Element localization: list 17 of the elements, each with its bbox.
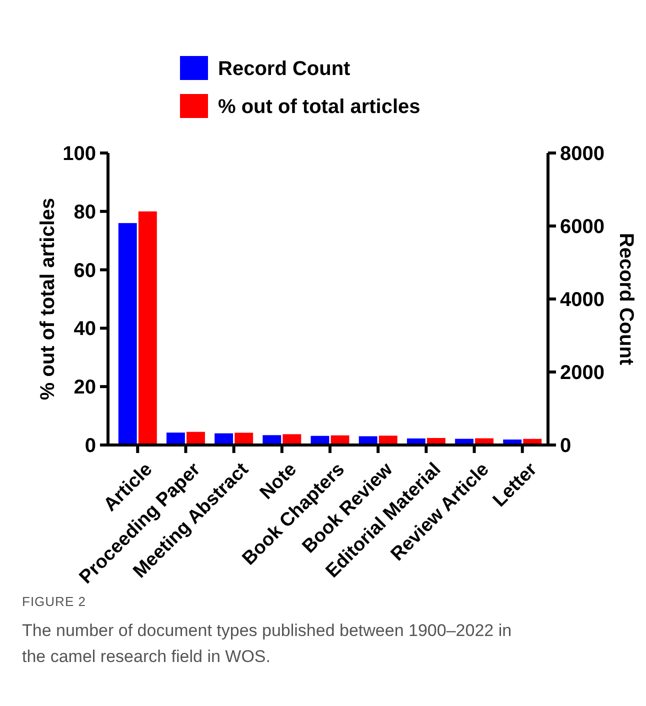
y-tick-label: 80 [74, 201, 96, 224]
y-tick-label: 20 [74, 376, 96, 399]
legend-label: % out of total articles [218, 96, 420, 118]
y-tick-label: 40 [74, 318, 96, 340]
y-axis-title: % out of total articles [37, 198, 59, 400]
y2-tick-label: 0 [560, 435, 572, 457]
caption: FIGURE 2 [22, 594, 86, 609]
y2-tick-label: 8000 [560, 143, 604, 165]
legend-label: Record Count [218, 58, 351, 80]
y-tick-label: 60 [74, 260, 96, 282]
y2-axis-title: Record Count [615, 232, 637, 366]
y2-tick-label: 6000 [560, 216, 604, 238]
text: The number of document types published between 1900–2022 in the camel research field in WOS. [22, 621, 512, 666]
y2-tick-label: 4000 [560, 289, 604, 311]
y-tick-label: 100 [62, 143, 96, 165]
y2-tick-label: 2000 [560, 362, 604, 384]
y-tick-label: 0 [84, 435, 96, 457]
